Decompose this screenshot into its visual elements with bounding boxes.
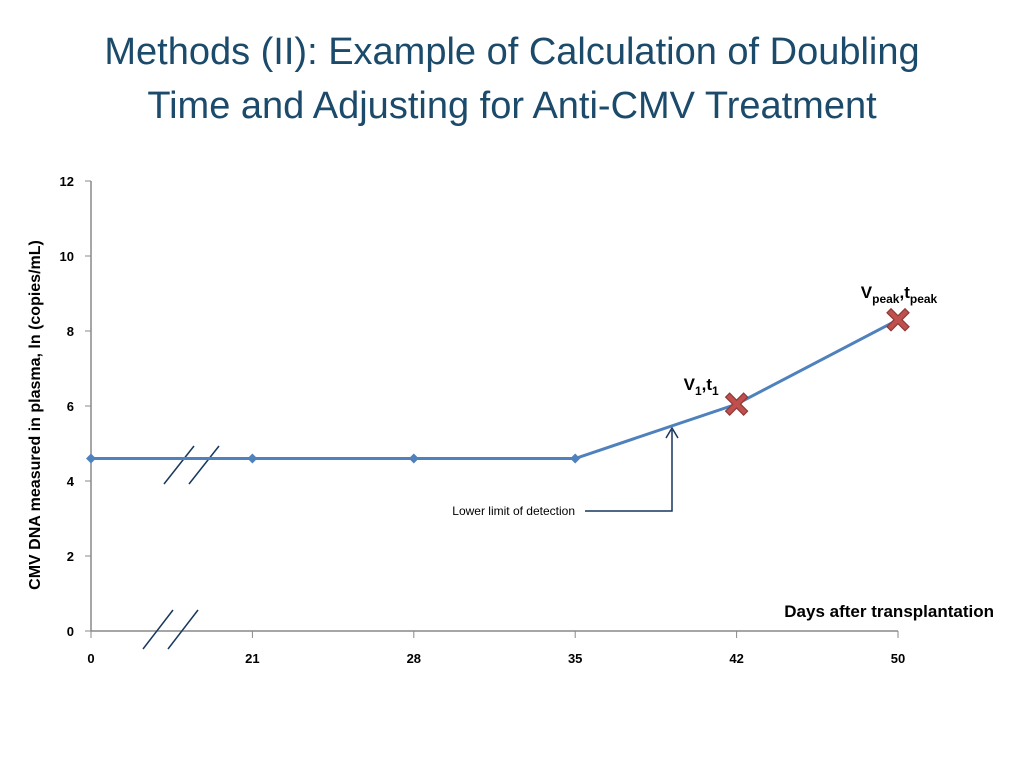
data-line <box>91 318 899 460</box>
y-tick-label: 4 <box>67 474 75 489</box>
point-label: Vpeak,tpeak <box>861 283 938 306</box>
slide-title: Methods (II): Example of Calculation of … <box>104 31 919 73</box>
slide-title: Time and Adjusting for Anti-CMV Treatmen… <box>147 85 877 127</box>
x-tick-label: 42 <box>729 651 743 666</box>
x-tick-label: 35 <box>568 651 582 666</box>
x-tick-label: 50 <box>891 651 905 666</box>
point-label: V1,t1 <box>684 375 719 398</box>
x-tick-label: 0 <box>87 651 94 666</box>
point-label-part: 1 <box>712 384 719 398</box>
y-tick-label: 2 <box>67 549 74 564</box>
annotation-arrow <box>585 426 679 512</box>
point-label-part: ,t <box>702 375 713 394</box>
data-point <box>724 392 749 416</box>
data-point <box>570 453 581 464</box>
point-label-part: V <box>861 283 873 302</box>
y-tick-label: 12 <box>60 174 74 189</box>
data-point <box>408 453 419 464</box>
data-point <box>247 453 258 464</box>
chart: CMV DNA measured in plasma, ln (copies/m… <box>27 181 994 650</box>
y-axis-label: CMV DNA measured in plasma, ln (copies/m… <box>27 240 44 590</box>
x-tick-label: 21 <box>245 651 259 666</box>
y-tick-label: 8 <box>67 324 74 339</box>
y-tick-label: 6 <box>67 399 74 414</box>
data-point <box>886 307 910 332</box>
point-label-part: 1 <box>695 384 702 398</box>
annotation: Lower limit of detection <box>452 504 575 518</box>
x-tick-label: 28 <box>407 651 421 666</box>
point-label-part: V <box>684 375 696 394</box>
x-axis-label: Days after transplantation <box>784 602 994 621</box>
point-label-part: ,t <box>899 283 910 302</box>
axis-break <box>142 445 220 650</box>
y-tick-label: 10 <box>60 249 74 264</box>
point-label-part: peak <box>910 292 938 306</box>
point-label-part: peak <box>872 292 900 306</box>
data-point <box>86 453 96 464</box>
y-tick-label: 0 <box>67 624 74 639</box>
